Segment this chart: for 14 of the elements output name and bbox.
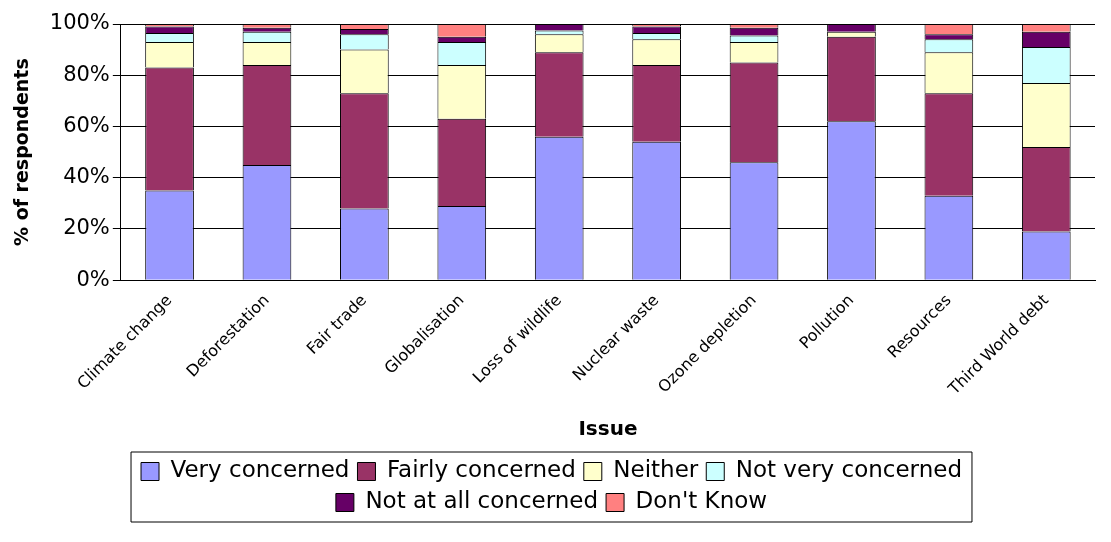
y-tick-label: 60% — [63, 112, 110, 137]
y-tick-label: 20% — [63, 215, 110, 240]
y-tick-label: 100% — [49, 10, 110, 35]
legend-label: Very concerned — [170, 456, 350, 483]
x-axis-title: Issue — [578, 416, 638, 441]
legend-label: Don't Know — [635, 487, 768, 514]
y-tick-label: 40% — [63, 164, 110, 189]
legend-label: Not at all concerned — [365, 487, 599, 514]
legend-label: Neither — [613, 456, 699, 483]
legend-label: Not very concerned — [735, 456, 962, 483]
y-tick-label: 80% — [63, 61, 110, 86]
y-axis-title: % of respondents — [10, 58, 33, 246]
legend-label: Fairly concerned — [386, 456, 576, 483]
y-tick-label: 0% — [76, 266, 110, 291]
